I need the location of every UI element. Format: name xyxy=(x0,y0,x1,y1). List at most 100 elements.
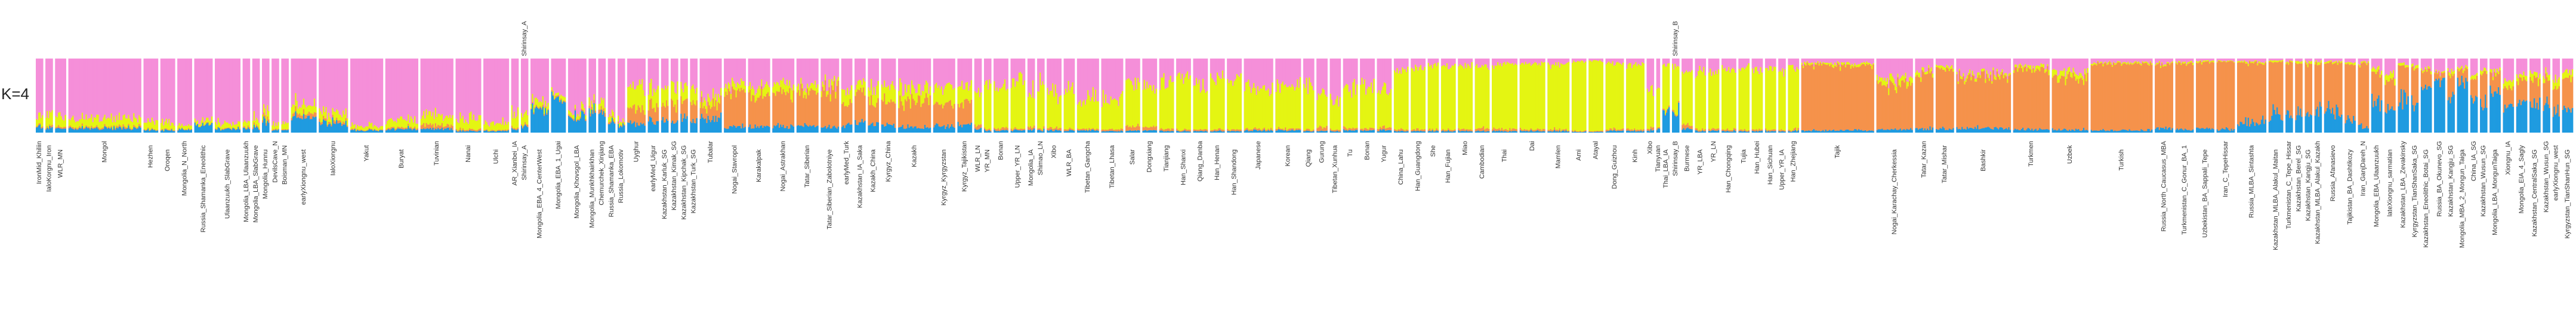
ancestry-segment-yellow xyxy=(1396,68,1398,131)
ancestry-segment-orange xyxy=(979,125,981,129)
ancestry-segment-yellow xyxy=(909,94,912,109)
ancestry-segment-pink xyxy=(792,59,795,85)
ancestry-segment-pink xyxy=(1673,59,1675,70)
ancestry-segment-yellow xyxy=(485,120,486,130)
ancestry-segment-orange xyxy=(1544,129,1545,131)
ancestry-segment-blue xyxy=(1048,131,1050,133)
ancestry-segment-blue xyxy=(215,129,217,133)
ancestry-segment-blue xyxy=(311,119,313,133)
ancestry-segment-yellow xyxy=(990,83,992,130)
ancestry-segment-yellow xyxy=(734,83,736,90)
ancestry-segment-blue xyxy=(1537,130,1539,133)
ancestry-segment-orange xyxy=(495,131,497,132)
ancestry-segment-blue xyxy=(1504,131,1506,133)
ancestry-segment-blue xyxy=(1043,128,1045,133)
ancestry-segment-yellow xyxy=(836,79,838,86)
ancestry-segment-orange xyxy=(110,125,113,128)
ancestry-segment-orange xyxy=(235,129,237,130)
ancestry-segment-pink xyxy=(1377,59,1379,93)
ancestry-segment-blue xyxy=(705,118,707,133)
ancestry-segment-pink xyxy=(242,59,245,122)
ancestry-segment-pink xyxy=(1249,59,1251,87)
ancestry-segment-orange xyxy=(1732,130,1734,132)
ancestry-segment-orange xyxy=(1760,130,1762,131)
ancestry-segment-blue xyxy=(1021,130,1023,133)
ancestry-segment-orange xyxy=(254,127,257,128)
ancestry-segment-orange xyxy=(854,96,856,120)
ancestry-segment-orange xyxy=(1460,129,1463,131)
ancestry-segment-orange xyxy=(1488,128,1490,131)
ancestry-segment-pink xyxy=(1407,59,1409,67)
ancestry-segment-pink xyxy=(372,59,374,127)
ancestry-segment-pink xyxy=(1005,59,1007,91)
ancestry-segment-orange xyxy=(936,102,937,124)
ancestry-segment-yellow xyxy=(118,112,121,125)
ancestry-segment-pink xyxy=(1663,59,1665,64)
ancestry-segment-pink xyxy=(336,59,338,110)
ancestry-segment-blue xyxy=(1052,131,1054,133)
ancestry-segment-orange xyxy=(951,106,953,125)
ancestry-segment-pink xyxy=(362,59,364,127)
ancestry-segment-yellow xyxy=(325,107,327,119)
ancestry-segment-orange xyxy=(683,100,684,118)
ancestry-segment-orange xyxy=(105,126,107,127)
ancestry-segment-yellow xyxy=(1202,78,1204,130)
ancestry-segment-blue xyxy=(1493,130,1495,133)
ancestry-segment-blue xyxy=(45,129,47,133)
ancestry-segment-orange xyxy=(147,127,149,129)
ancestry-segment-pink xyxy=(1837,59,1839,62)
ancestry-segment-yellow xyxy=(1538,63,1540,130)
ancestry-segment-blue xyxy=(415,130,417,133)
ancestry-segment-orange xyxy=(56,127,58,128)
ancestry-segment-orange xyxy=(412,128,415,130)
ancestry-segment-blue xyxy=(1646,130,1648,133)
ancestry-segment-blue xyxy=(720,112,722,133)
ancestry-segment-orange xyxy=(1759,128,1760,131)
ancestry-segment-orange xyxy=(537,106,539,108)
ancestry-segment-orange xyxy=(486,129,488,130)
ancestry-segment-blue xyxy=(1770,131,1772,133)
ancestry-segment-blue xyxy=(534,108,536,133)
ancestry-segment-yellow xyxy=(906,92,908,102)
ancestry-segment-blue xyxy=(1730,131,1733,133)
ancestry-segment-yellow xyxy=(1756,66,1758,130)
ancestry-segment-pink xyxy=(458,59,460,124)
ancestry-segment-blue xyxy=(666,118,668,133)
ancestry-segment-pink xyxy=(307,59,309,106)
ancestry-segment-orange xyxy=(1726,128,1729,131)
ancestry-segment-yellow xyxy=(72,115,74,127)
ancestry-segment-blue xyxy=(478,130,480,133)
ancestry-segment-pink xyxy=(1021,59,1023,74)
ancestry-segment-yellow xyxy=(1417,70,1419,128)
ancestry-segment-pink xyxy=(782,59,784,78)
ancestry-segment-pink xyxy=(836,59,838,80)
population-group xyxy=(724,59,746,133)
ancestry-segment-pink xyxy=(1050,59,1053,91)
ancestry-segment-yellow xyxy=(439,114,440,126)
ancestry-segment-orange xyxy=(849,99,852,125)
ancestry-segment-orange xyxy=(1017,129,1019,130)
ancestry-segment-yellow xyxy=(412,122,415,128)
population-group xyxy=(772,59,795,133)
ancestry-segment-pink xyxy=(1466,59,1468,68)
ancestry-segment-blue xyxy=(307,116,309,133)
ancestry-segment-pink xyxy=(486,59,488,122)
ancestry-segment-orange xyxy=(282,129,284,130)
ancestry-segment-yellow xyxy=(1485,64,1487,129)
ancestry-segment-orange xyxy=(321,121,323,124)
ancestry-segment-orange xyxy=(1151,127,1153,131)
ancestry-segment-blue xyxy=(103,128,104,133)
ancestry-segment-blue xyxy=(925,127,927,133)
ancestry-segment-yellow xyxy=(1109,104,1110,129)
ancestry-segment-orange xyxy=(456,130,459,132)
ancestry-segment-yellow xyxy=(1034,98,1035,126)
ancestry-segment-blue xyxy=(1228,131,1230,133)
ancestry-segment-yellow xyxy=(1382,86,1384,126)
ancestry-segment-orange xyxy=(1097,129,1099,131)
ancestry-segment-pink xyxy=(695,59,696,94)
ancestry-segment-yellow xyxy=(1223,78,1225,130)
ancestry-segment-pink xyxy=(677,59,678,82)
ancestry-segment-pink xyxy=(1309,59,1310,78)
ancestry-segment-orange xyxy=(165,128,168,130)
ancestry-segment-blue xyxy=(516,130,518,133)
